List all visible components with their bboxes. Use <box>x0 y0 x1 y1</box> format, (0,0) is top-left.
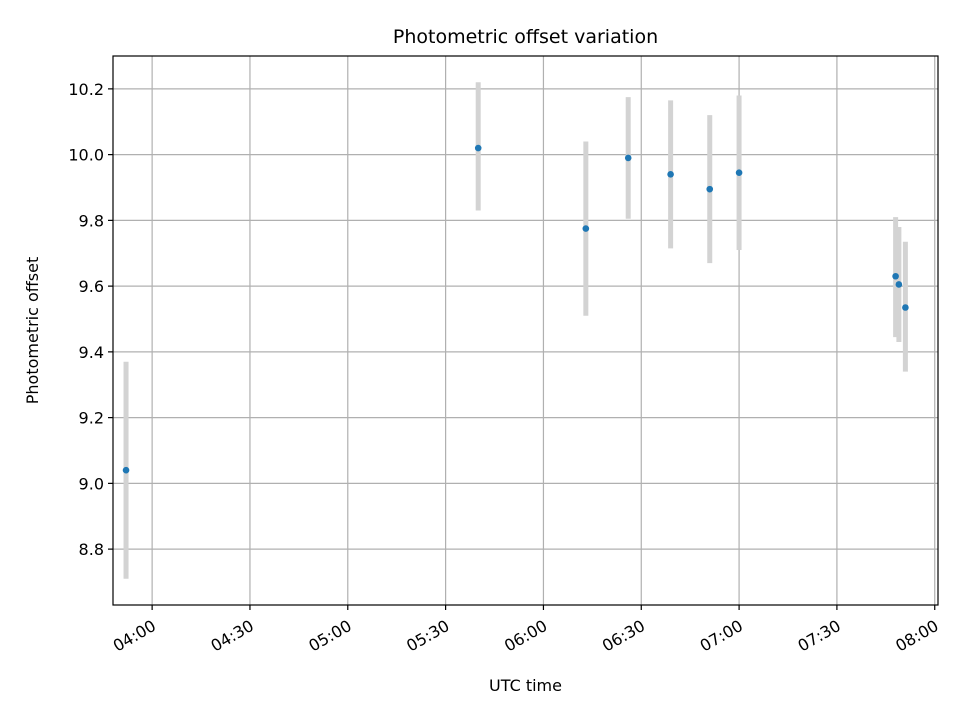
x-axis-title: UTC time <box>489 676 562 695</box>
y-tick-label: 8.8 <box>79 540 104 559</box>
data-point <box>624 154 632 162</box>
data-points <box>122 144 909 474</box>
y-tick-label: 9.8 <box>79 211 104 230</box>
data-point <box>122 466 130 474</box>
y-tick-label: 10.0 <box>68 146 104 165</box>
y-axis-title: Photometric offset <box>23 257 42 405</box>
y-tick-label: 9.6 <box>79 277 104 296</box>
data-point <box>582 225 590 232</box>
plot-frame <box>112 55 939 606</box>
data-point <box>735 169 743 177</box>
grid <box>113 56 938 605</box>
chart-title: Photometric offset variation <box>393 26 658 48</box>
y-tick-label: 9.0 <box>79 474 104 493</box>
data-point <box>706 185 714 193</box>
y-tick-label: 9.2 <box>79 409 104 428</box>
y-tick-label: 10.2 <box>68 80 104 99</box>
data-point <box>902 304 909 311</box>
data-point <box>474 144 482 152</box>
data-point <box>892 272 899 280</box>
data-point <box>667 171 674 178</box>
data-point <box>895 281 903 288</box>
y-tick-label: 9.4 <box>79 343 104 362</box>
